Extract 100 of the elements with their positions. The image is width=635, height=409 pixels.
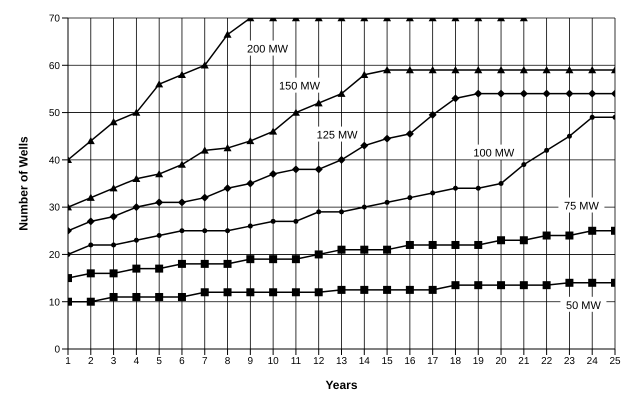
point [292, 165, 300, 174]
point [246, 255, 254, 264]
point [406, 130, 414, 138]
point [178, 160, 186, 168]
point [316, 209, 322, 214]
x-tick-label: 1 [65, 356, 72, 368]
x-axis-title: Years [325, 378, 358, 392]
point [155, 292, 164, 301]
point [134, 238, 139, 243]
point [428, 240, 437, 249]
x-tick-label: 25 [609, 356, 621, 368]
point [86, 217, 95, 226]
point [132, 203, 140, 212]
point [521, 162, 526, 168]
point [383, 66, 392, 74]
x-tick-label: 19 [472, 356, 484, 368]
point [451, 66, 460, 74]
x-tick-label: 21 [518, 356, 530, 368]
point [474, 281, 482, 290]
point [110, 269, 118, 278]
x-tick-label: 24 [586, 356, 598, 368]
x-tick-label: 17 [427, 356, 439, 368]
x-tick-label: 4 [134, 356, 140, 368]
point [224, 30, 232, 38]
point [269, 288, 278, 296]
point [338, 246, 346, 254]
point [474, 240, 482, 249]
point [246, 288, 254, 296]
point [384, 200, 390, 205]
point [178, 198, 186, 206]
point [497, 66, 506, 74]
point [269, 170, 278, 178]
point [451, 240, 460, 249]
y-tick-label: 40 [48, 155, 60, 166]
point [314, 288, 323, 296]
x-tick-label: 20 [495, 356, 508, 368]
point [406, 66, 414, 74]
point [224, 184, 232, 192]
point [269, 255, 278, 264]
point [452, 186, 458, 191]
point [86, 194, 95, 201]
point [360, 246, 368, 254]
point [88, 242, 94, 248]
point [360, 286, 368, 294]
x-tick-label: 18 [450, 356, 462, 368]
y-tick-label: 10 [48, 297, 60, 308]
point [86, 298, 95, 306]
point [200, 288, 209, 296]
series-label: 50 MW [566, 300, 602, 312]
x-tick-label: 5 [156, 356, 162, 368]
point [428, 66, 437, 74]
point [407, 195, 412, 200]
point [200, 146, 209, 154]
point [246, 180, 254, 188]
series-label: 125 MW [316, 130, 358, 142]
point [292, 108, 300, 116]
point [200, 61, 209, 68]
point [544, 148, 550, 153]
point [110, 212, 118, 221]
series-label: 200 MW [247, 44, 289, 56]
point [314, 250, 323, 258]
point [225, 228, 230, 234]
point [338, 90, 346, 97]
x-tick-label: 13 [336, 356, 348, 368]
point [338, 156, 346, 164]
point [293, 218, 298, 224]
point [520, 90, 528, 98]
point [110, 184, 118, 192]
point [430, 190, 436, 196]
series-label: 100 MW [473, 148, 515, 160]
point [474, 90, 482, 98]
point [520, 66, 528, 74]
point [111, 242, 116, 248]
point [202, 228, 208, 234]
y-axis-title: Number of Wells [16, 136, 30, 231]
point [338, 286, 346, 294]
x-tick-label: 11 [290, 356, 302, 368]
point [383, 246, 392, 254]
point [520, 281, 528, 290]
y-tick-label: 0 [54, 344, 60, 356]
point [200, 194, 209, 202]
x-tick-label: 7 [202, 356, 208, 368]
point [498, 181, 504, 186]
point [588, 90, 596, 98]
point [542, 232, 551, 240]
x-tick-label: 22 [541, 356, 553, 368]
x-tick-label: 10 [268, 356, 280, 368]
series-label: 150 MW [279, 80, 321, 93]
point [451, 281, 460, 290]
point [155, 80, 164, 88]
point [269, 127, 278, 135]
point [588, 226, 596, 235]
point [406, 286, 414, 294]
point [156, 233, 162, 238]
point [428, 110, 437, 119]
point [566, 134, 572, 139]
y-tick-label: 30 [48, 202, 60, 214]
x-tick-label: 15 [382, 356, 394, 368]
point [360, 70, 368, 78]
point [292, 255, 300, 264]
